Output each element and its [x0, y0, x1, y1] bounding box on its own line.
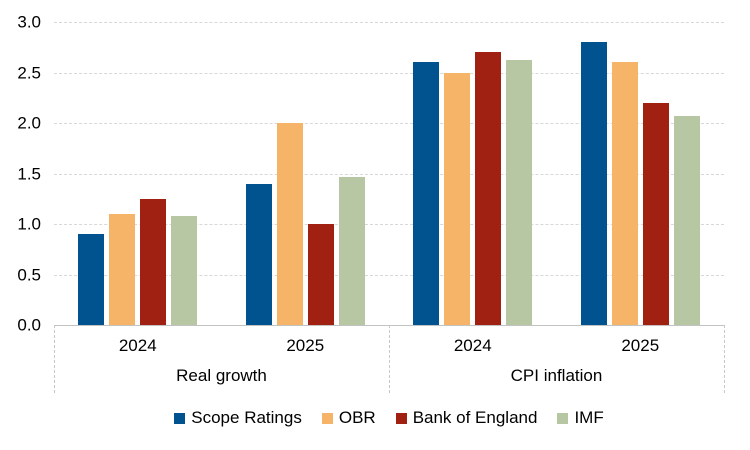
group-label: CPI inflation: [510, 366, 603, 385]
y-tick-label: 0.0: [17, 315, 41, 335]
bar-bank-of-england: [140, 198, 167, 325]
bar-imf: [338, 176, 365, 325]
legend-item-scope-ratings: Scope Ratings: [174, 408, 302, 428]
y-tick-label: 2.5: [17, 63, 41, 82]
year-label: 2024: [453, 336, 492, 355]
category-divider: [724, 325, 725, 393]
bar-scope-ratings: [245, 183, 272, 325]
bar-obr: [109, 213, 136, 325]
group-label: Real growth: [176, 366, 267, 385]
legend-swatch-icon: [174, 413, 186, 424]
y-tick-label: 2.0: [17, 113, 41, 133]
legend-item-obr: OBR: [321, 408, 376, 428]
bar-imf: [673, 115, 700, 325]
legend-label: IMF: [574, 408, 604, 427]
year-label: 2024: [118, 336, 157, 355]
gridline: [54, 72, 724, 74]
bar-bank-of-england: [475, 52, 502, 325]
bar-imf: [506, 60, 533, 325]
bar-scope-ratings: [413, 62, 440, 325]
gridline: [54, 173, 724, 175]
legend-swatch-icon: [557, 413, 569, 424]
bar-scope-ratings: [580, 42, 607, 325]
gridline: [54, 224, 724, 225]
bar-bank-of-england: [642, 102, 669, 325]
bar-group: [389, 22, 557, 325]
gridline: [54, 123, 724, 124]
legend: Scope Ratings OBR Bank of England IMF: [54, 405, 724, 431]
bar-imf: [171, 215, 198, 325]
bar-obr: [611, 62, 638, 325]
legend-item-bank-of-england: Bank of England: [395, 408, 538, 428]
gridline: [54, 22, 724, 23]
y-tick-label: 0.5: [17, 265, 41, 284]
legend-swatch-icon: [395, 413, 407, 424]
bar-group: [54, 22, 222, 325]
bar-bank-of-england: [307, 224, 334, 325]
legend-item-imf: IMF: [557, 408, 604, 428]
bar-group: [222, 22, 390, 325]
y-tick-label: 3.0: [17, 12, 41, 32]
legend-label: OBR: [338, 408, 376, 427]
bar-scope-ratings: [78, 234, 105, 325]
bar-obr: [276, 123, 303, 325]
category-divider: [389, 325, 390, 393]
bar-obr: [444, 72, 471, 325]
y-tick-label: 1.0: [17, 214, 41, 234]
legend-label: Scope Ratings: [191, 408, 302, 427]
legend-label: Bank of England: [412, 408, 538, 427]
year-label: 2025: [286, 336, 325, 355]
gridline: [54, 274, 724, 276]
legend-swatch-icon: [321, 413, 333, 424]
bar-group: [557, 22, 725, 325]
category-axis: 2024 2025 Real growth 2024 2025 CPI inflation: [54, 325, 725, 393]
category-divider: [54, 325, 55, 393]
y-tick-label: 1.5: [17, 164, 41, 183]
year-label: 2025: [621, 336, 660, 355]
